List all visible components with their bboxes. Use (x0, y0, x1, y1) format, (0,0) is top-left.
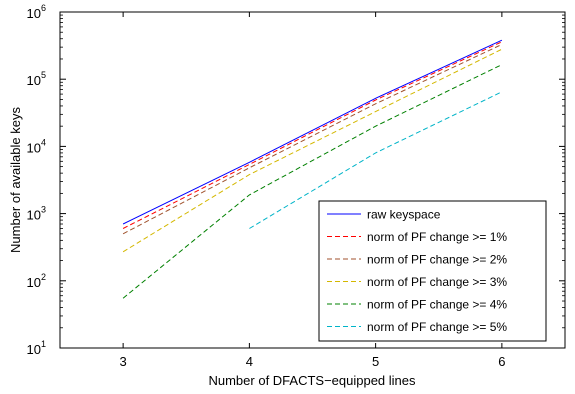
plot-lines (122, 39, 503, 299)
y-tick-base: 10 (27, 208, 41, 223)
y-tick-label: 101 (27, 339, 46, 357)
x-tick-label: 3 (120, 354, 127, 369)
y-tick-label: 105 (27, 70, 46, 88)
series-line (122, 41, 503, 229)
legend-label: norm of PF change >= 5% (367, 320, 507, 334)
x-tick-labels: 3 4 5 6 (120, 354, 506, 369)
y-tick-base: 10 (27, 6, 41, 21)
legend: raw keyspace norm of PF change >= 1% norm … (318, 200, 547, 342)
legend-label: norm of PF change >= 2% (367, 253, 507, 267)
y-tick-base: 10 (27, 73, 41, 88)
y-tick-exponent: 4 (41, 137, 46, 147)
series-line (122, 43, 503, 235)
y-tick-exponent: 1 (41, 339, 46, 349)
y-axis-label: Number of available keys (8, 107, 23, 253)
x-tick-label: 6 (498, 354, 505, 369)
legend-label: raw keyspace (367, 208, 441, 222)
legend-label: norm of PF change >= 4% (367, 298, 507, 312)
y-tick-exponent: 5 (41, 70, 46, 80)
x-tick-label: 5 (372, 354, 379, 369)
legend-box (318, 200, 547, 342)
y-tick-label: 106 (27, 3, 46, 21)
y-tick-base: 10 (27, 140, 41, 155)
series-line (249, 91, 503, 229)
legend-label: norm of PF change >= 3% (367, 275, 507, 289)
plot-frame (59, 11, 566, 349)
x-tick-label: 4 (246, 354, 253, 369)
y-tick-label: 103 (27, 205, 46, 223)
y-tick-label: 104 (27, 137, 46, 155)
series-line (122, 39, 503, 225)
series-line (122, 48, 503, 253)
series-line (122, 64, 503, 299)
y-tick-label: 102 (27, 272, 46, 290)
y-tick-base: 10 (27, 275, 41, 290)
legend-label: norm of PF change >= 1% (367, 230, 507, 244)
y-tick-exponent: 6 (41, 3, 46, 13)
y-tick-base: 10 (27, 342, 41, 357)
y-tick-exponent: 3 (41, 205, 46, 215)
x-axis-label: Number of DFACTS−equipped lines (208, 373, 416, 388)
y-tick-exponent: 2 (41, 272, 46, 282)
